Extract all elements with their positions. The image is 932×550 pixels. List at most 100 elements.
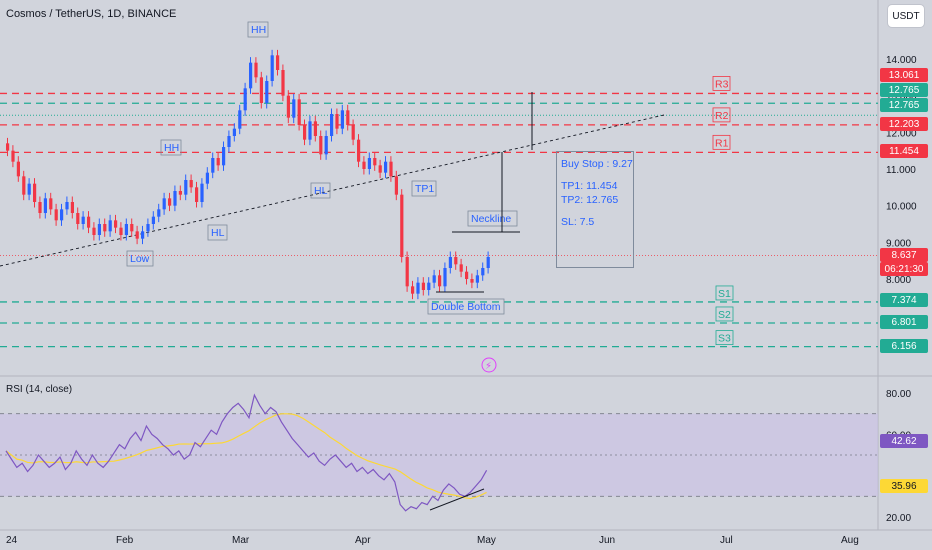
support-label-s3: S3 (718, 333, 731, 345)
rsi-tag-ma: 35.96 (880, 479, 928, 493)
candle-body (481, 268, 485, 276)
time-axis-label: Jul (720, 535, 733, 546)
candle-body (276, 55, 280, 70)
sl-text: SL: 7.5 (561, 216, 595, 228)
candle-body (76, 213, 80, 224)
resistance-label-box (712, 134, 731, 150)
price-tag-last: 8.637 (880, 248, 928, 262)
candle-body (357, 139, 361, 162)
annotation-low: Low (130, 253, 150, 265)
candle-body (22, 176, 26, 195)
annotation-tp1-box (411, 180, 437, 197)
annotation-hh-left-box (160, 139, 182, 156)
price-tag-countdown: 06:21:30 (880, 262, 928, 276)
candle-body (281, 70, 285, 96)
candle-body (405, 257, 409, 287)
annotation-hl-right: HL (314, 185, 328, 197)
candle-body (141, 231, 145, 239)
candle-body (243, 88, 247, 111)
candle-body (394, 176, 398, 195)
candle-body (443, 268, 447, 287)
candle-body (486, 257, 490, 268)
price-tag-s3: 6.156 (880, 339, 928, 353)
price-tag-r2: 12.203 (880, 117, 928, 131)
candle-body (49, 198, 53, 210)
candle-body (168, 198, 172, 206)
candle-body (259, 77, 263, 103)
price-tag-r1: 11.454 (880, 144, 928, 158)
candle-body (411, 286, 415, 294)
candle-body (65, 202, 69, 210)
buy-stop-text: Buy Stop : 9.27 (561, 158, 633, 170)
candle-body (60, 209, 64, 221)
price-tag-s2: 6.801 (880, 315, 928, 329)
candle-body (303, 125, 307, 140)
tp2-text: TP2: 12.765 (561, 194, 619, 206)
resistance-label-r3: R3 (715, 78, 729, 90)
candle-body (195, 187, 199, 202)
candle-body (151, 216, 155, 224)
support-label-box (715, 285, 734, 301)
currency-button[interactable]: USDT (888, 5, 924, 27)
candle-body (313, 121, 317, 136)
candle-body (119, 227, 123, 235)
annotation-double-bottom-box (427, 298, 505, 315)
rsi-axis-tick: 80.00 (886, 389, 911, 400)
candle-body (97, 224, 101, 235)
candle-body (232, 128, 236, 136)
price-axis-tick: 14.000 (886, 55, 917, 66)
price-axis-tick: 12.000 (886, 128, 917, 139)
annotation-hh-top: HH (251, 24, 266, 36)
support-label-s2: S2 (718, 309, 731, 321)
price-axis-tick: 13.000 (886, 92, 917, 103)
candle-body (438, 275, 442, 287)
candle-body (432, 275, 436, 283)
candle-body (157, 209, 161, 217)
annotation-double-bottom: Double Bottom (431, 301, 501, 313)
support-label-s1: S1 (718, 288, 731, 300)
candle-body (324, 136, 328, 155)
candle-body (33, 183, 37, 202)
candle-body (146, 224, 150, 232)
support-label-box (715, 306, 734, 322)
annotation-low-box (126, 250, 154, 267)
annotation-hh-left: HH (164, 142, 179, 154)
candle-body (308, 121, 312, 140)
candle-body (6, 143, 10, 151)
candle-body (11, 150, 15, 162)
tp1-text: TP1: 11.454 (561, 180, 618, 192)
candle-body (378, 165, 382, 173)
candle-body (205, 172, 209, 184)
lightning-icon-glyph: ⚡ (485, 361, 492, 372)
time-axis-label: Aug (841, 535, 859, 546)
candle-body (135, 231, 139, 239)
rsi-axis-tick: 20.00 (886, 513, 911, 524)
candle-body (346, 110, 350, 125)
lightning-icon (481, 357, 497, 373)
candle-body (81, 216, 85, 224)
rsi-tag-value: 42.62 (880, 434, 928, 448)
candle-body (335, 114, 339, 129)
candle-body (319, 136, 323, 155)
price-axis-tick: 11.000 (886, 165, 916, 176)
candle-body (448, 257, 452, 268)
time-axis-label: May (477, 535, 496, 546)
price-tag-tp2-a: 12.765 (880, 83, 928, 97)
price-axis-tick: 10.000 (886, 202, 917, 213)
candle-body (292, 99, 296, 118)
candle-body (454, 257, 458, 265)
candle-body (162, 198, 166, 210)
candle-body (297, 99, 301, 125)
candle-body (373, 158, 377, 166)
candle-body (400, 194, 404, 257)
annotation-hh-top-box (247, 21, 269, 38)
candle-body (108, 220, 112, 232)
annotation-neckline-box (467, 210, 518, 227)
candle-body (265, 81, 269, 103)
candle-body (200, 183, 204, 202)
time-axis-label: Mar (232, 535, 250, 546)
candle-body (54, 209, 58, 221)
candle-body (416, 282, 420, 294)
